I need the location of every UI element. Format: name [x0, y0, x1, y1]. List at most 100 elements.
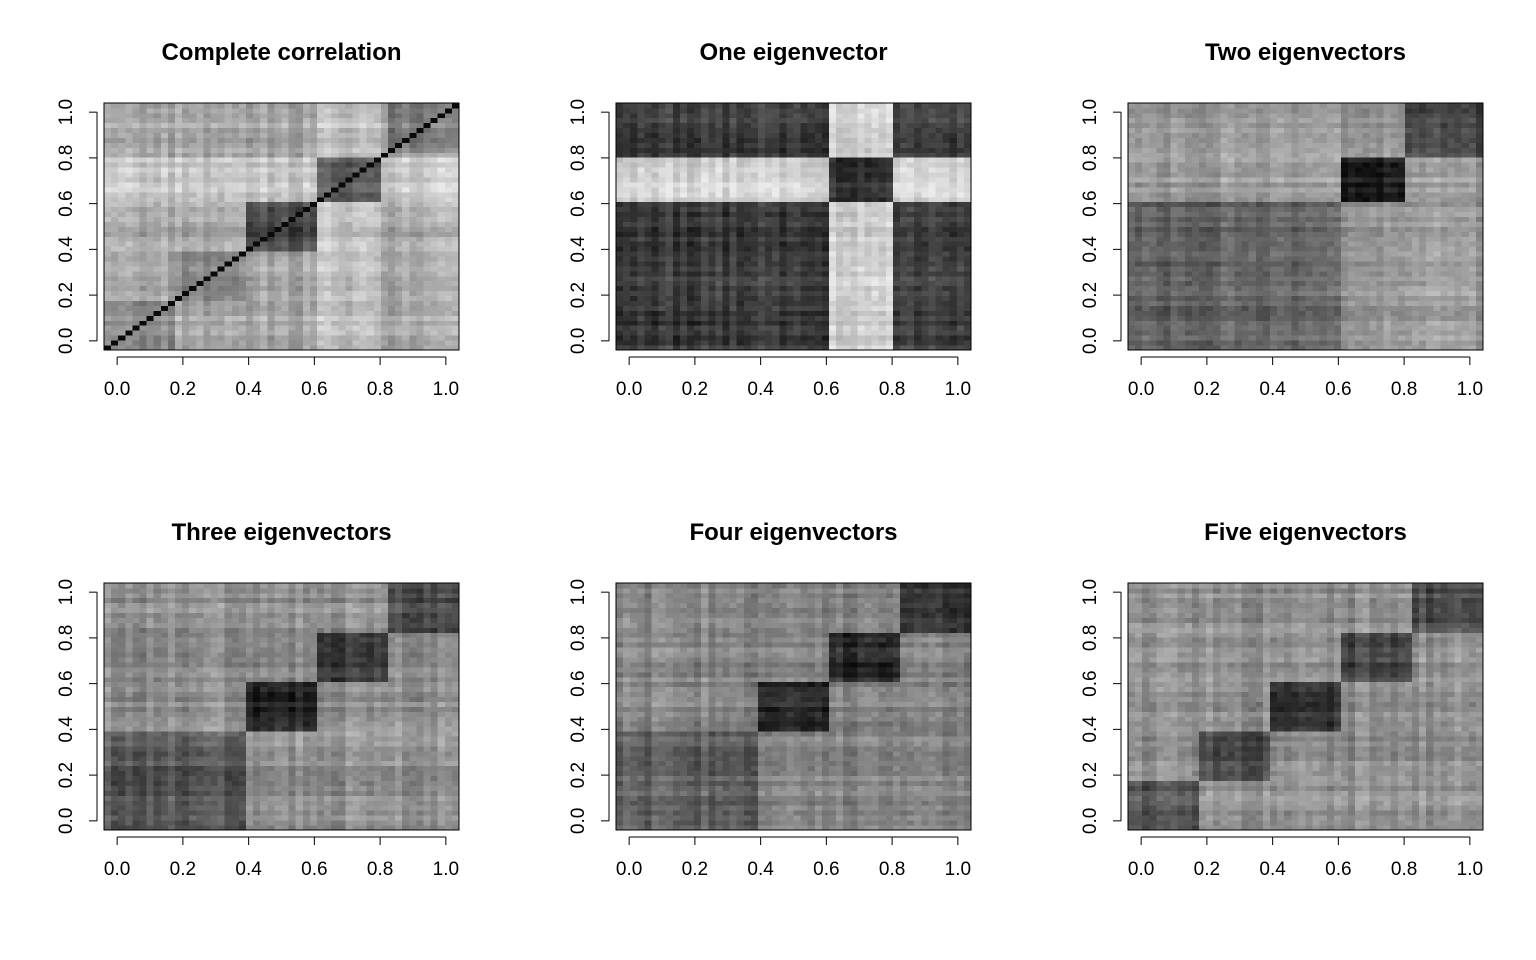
heatmap-cell [814, 132, 823, 138]
heatmap-cell [253, 266, 261, 272]
heatmap-cell [352, 182, 360, 188]
heatmap-cell [196, 246, 204, 252]
heatmap-cell [430, 345, 439, 351]
heatmap-cell [416, 325, 424, 331]
heatmap-cell [267, 246, 275, 252]
heatmap-cell [722, 206, 730, 213]
heatmap-cell [309, 186, 318, 193]
heatmap-cell [807, 132, 816, 138]
heatmap-cell [231, 216, 240, 222]
heatmap-cell [857, 280, 865, 287]
heatmap-cell [715, 285, 723, 292]
heatmap-cell [437, 191, 446, 198]
heatmap-cell [807, 196, 816, 203]
heatmap-cell [338, 142, 346, 148]
heatmap-cell [772, 177, 780, 183]
heatmap-cell [651, 231, 659, 237]
heatmap-cell [295, 206, 304, 213]
heatmap-cell [708, 107, 716, 114]
heatmap-cell [679, 330, 688, 336]
heatmap-cell [409, 211, 417, 218]
heatmap-cell [857, 152, 865, 158]
heatmap-cell [111, 226, 119, 232]
heatmap-cell [153, 335, 162, 341]
heatmap-cell [644, 103, 652, 109]
heatmap-cell [366, 300, 375, 306]
heatmap-cell [850, 300, 858, 306]
heatmap-cell [829, 280, 837, 287]
heatmap-cell [715, 103, 723, 109]
heatmap-cell [196, 275, 204, 282]
heatmap-cell [963, 310, 972, 316]
heatmap-cell [786, 107, 794, 114]
heatmap-cell [701, 305, 709, 311]
y-tick-label: 0.0 [56, 328, 77, 354]
heatmap-cell [779, 162, 787, 168]
heatmap-cell [189, 320, 197, 326]
heatmap-cell [395, 300, 403, 306]
heatmap-cell [878, 315, 887, 321]
heatmap-cell [644, 112, 652, 119]
heatmap-cell [750, 275, 759, 282]
heatmap-cell [786, 241, 794, 247]
heatmap-cell [679, 251, 688, 257]
heatmap-cell [395, 103, 403, 109]
heatmap-cell [949, 231, 958, 237]
heatmap-cell [317, 320, 325, 326]
heatmap-cell [630, 330, 638, 336]
heatmap-cell [949, 345, 958, 351]
heatmap-cell [616, 216, 624, 222]
heatmap-cell [800, 330, 809, 336]
heatmap-cell [821, 216, 830, 222]
heatmap-cell [687, 340, 695, 346]
heatmap-cell [175, 216, 183, 222]
heatmap-cell [907, 216, 915, 222]
heatmap-cell [132, 280, 140, 287]
heatmap-cell [850, 127, 858, 134]
heatmap-cell [274, 266, 282, 272]
heatmap-cell [687, 132, 695, 138]
heatmap-cell [338, 270, 346, 277]
heatmap-cell [132, 142, 140, 148]
heatmap-cell [942, 142, 951, 148]
heatmap-cell [921, 275, 929, 282]
heatmap-cell [672, 162, 681, 168]
heatmap-cell [843, 335, 851, 341]
heatmap-cell [743, 261, 752, 267]
heatmap-cell [324, 266, 332, 272]
heatmap-cell [644, 285, 652, 292]
heatmap-cell [679, 241, 688, 247]
heatmap-cell [331, 290, 339, 297]
heatmap-cell [210, 285, 218, 292]
heatmap-cell [722, 122, 730, 129]
heatmap-cell [836, 216, 844, 222]
heatmap-cell [928, 266, 936, 272]
heatmap-cell [694, 325, 702, 331]
heatmap-cell [118, 122, 126, 129]
heatmap-cell [246, 226, 254, 232]
heatmap-cell [793, 280, 801, 287]
heatmap-cell [864, 266, 872, 272]
heatmap-cell [786, 137, 794, 143]
heatmap-cell [857, 325, 865, 331]
heatmap-cell [160, 315, 169, 321]
heatmap-cell [864, 305, 872, 311]
heatmap-cell [139, 266, 147, 272]
heatmap-cell [167, 236, 176, 242]
heatmap-cell [679, 172, 688, 178]
heatmap-cell [231, 157, 240, 163]
heatmap-cell [644, 167, 652, 173]
heatmap-cell [104, 167, 112, 173]
heatmap-cell [260, 177, 268, 183]
heatmap-cell [153, 206, 162, 213]
heatmap-cell [366, 137, 375, 143]
heatmap-cell [665, 172, 674, 178]
heatmap-cell [125, 196, 133, 203]
heatmap-cell [821, 186, 830, 193]
heatmap-cell [914, 172, 922, 178]
heatmap-cell [743, 132, 752, 138]
heatmap-cell [267, 137, 275, 143]
heatmap-cell [907, 112, 915, 119]
heatmap-cell [224, 177, 233, 183]
heatmap-cell [871, 177, 880, 183]
